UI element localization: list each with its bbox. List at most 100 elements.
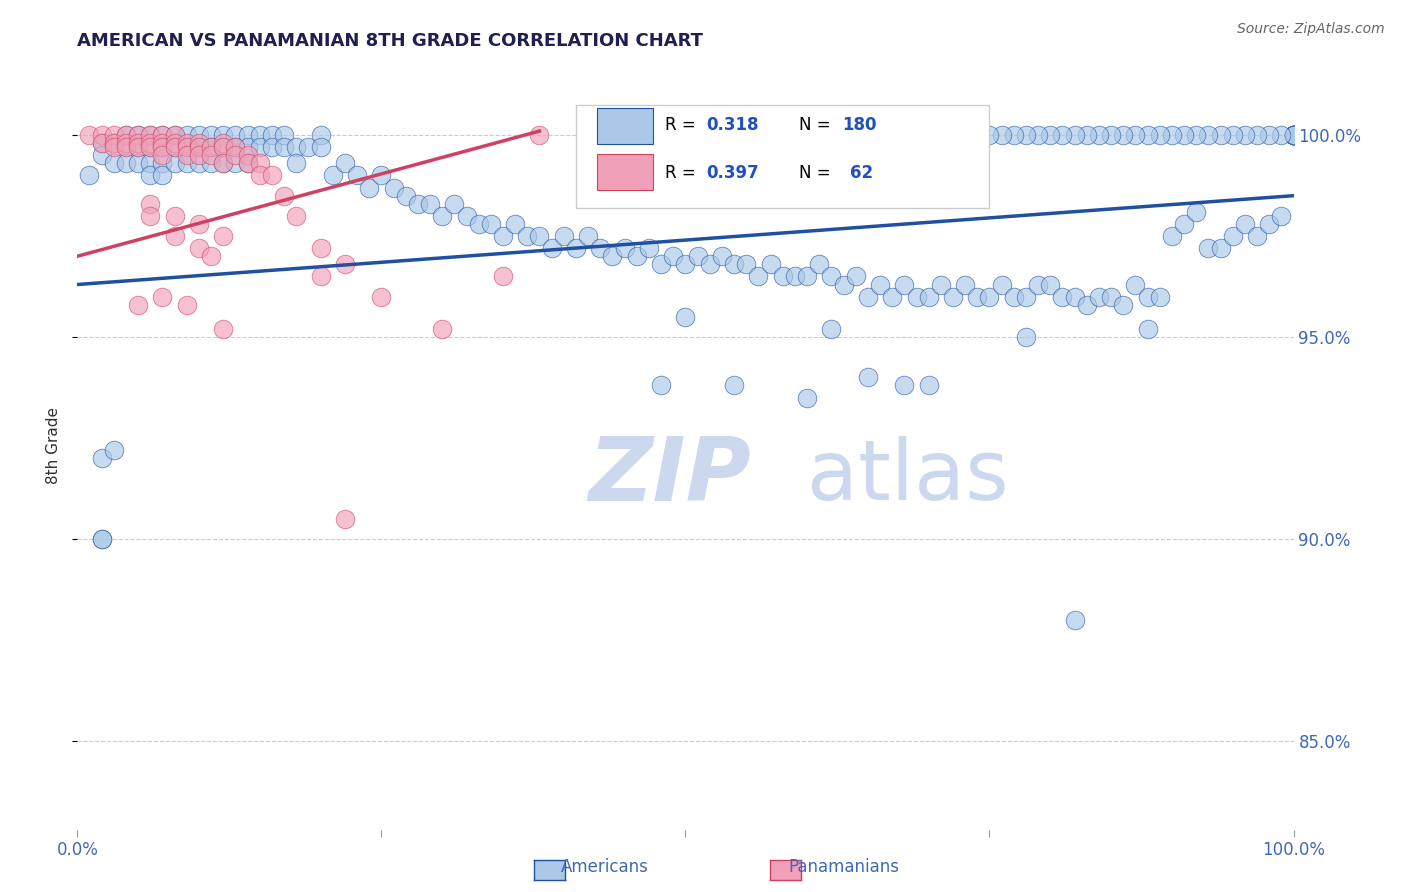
Point [249, 140, 271, 154]
Point [236, 156, 259, 170]
Point [735, 257, 758, 271]
Point [1015, 128, 1038, 142]
Text: 0.397: 0.397 [706, 164, 759, 183]
Text: ZIP: ZIP [588, 434, 751, 520]
Point [638, 241, 661, 255]
Point [1222, 229, 1244, 244]
Point [990, 277, 1012, 292]
Point [893, 128, 915, 142]
Point [808, 128, 831, 142]
Point [905, 290, 928, 304]
Point [1039, 277, 1062, 292]
Text: R =: R = [665, 164, 700, 183]
Point [1209, 241, 1232, 255]
Point [1209, 128, 1232, 142]
Point [224, 140, 246, 154]
Point [152, 156, 174, 170]
Point [224, 128, 246, 142]
Point [1282, 128, 1305, 142]
Point [1233, 128, 1256, 142]
Text: 62: 62 [849, 164, 873, 183]
Point [918, 128, 941, 142]
Text: Panamanians: Panamanians [789, 858, 898, 876]
Point [260, 140, 283, 154]
Point [893, 378, 915, 392]
Text: 180: 180 [842, 116, 877, 134]
Point [966, 290, 988, 304]
Point [1270, 128, 1292, 142]
Point [103, 136, 125, 151]
Text: Americans: Americans [561, 858, 648, 876]
Point [820, 269, 842, 284]
Text: atlas: atlas [807, 436, 1008, 517]
Point [942, 128, 965, 142]
Point [249, 169, 271, 183]
Point [430, 322, 453, 336]
Point [1282, 128, 1305, 142]
Point [188, 241, 211, 255]
Point [1258, 128, 1281, 142]
Point [845, 269, 868, 284]
Point [686, 249, 709, 263]
Point [115, 140, 138, 154]
Point [200, 249, 222, 263]
Point [285, 209, 308, 223]
Point [1282, 128, 1305, 142]
Point [735, 128, 758, 142]
Point [467, 217, 489, 231]
Point [443, 196, 465, 211]
Point [1282, 128, 1305, 142]
Point [79, 128, 101, 142]
Point [200, 140, 222, 154]
Point [1282, 128, 1305, 142]
Point [953, 277, 976, 292]
Point [662, 249, 685, 263]
Point [1039, 128, 1062, 142]
Point [236, 128, 259, 142]
Point [1197, 241, 1219, 255]
Point [1173, 217, 1195, 231]
Point [565, 241, 588, 255]
Point [772, 269, 794, 284]
Point [103, 140, 125, 154]
Point [236, 148, 259, 162]
Point [808, 257, 831, 271]
Point [893, 277, 915, 292]
Point [929, 128, 952, 142]
Point [905, 128, 928, 142]
Point [309, 269, 332, 284]
FancyBboxPatch shape [576, 104, 990, 208]
Point [1112, 128, 1135, 142]
Point [723, 378, 745, 392]
Point [188, 140, 211, 154]
Point [966, 128, 988, 142]
Point [176, 128, 198, 142]
Point [322, 169, 344, 183]
Point [163, 156, 186, 170]
Point [236, 140, 259, 154]
Point [188, 217, 211, 231]
Point [212, 322, 235, 336]
Point [1282, 128, 1305, 142]
Point [406, 196, 429, 211]
Point [1246, 128, 1268, 142]
Point [1136, 290, 1159, 304]
Point [152, 140, 174, 154]
Point [479, 217, 502, 231]
Point [918, 290, 941, 304]
Point [139, 128, 162, 142]
Point [1282, 128, 1305, 142]
Point [1015, 330, 1038, 344]
Point [699, 257, 721, 271]
Point [1026, 128, 1049, 142]
Point [90, 532, 112, 546]
Point [370, 169, 392, 183]
Point [90, 128, 112, 142]
Point [152, 169, 174, 183]
Point [856, 128, 879, 142]
Point [650, 378, 672, 392]
Point [675, 257, 697, 271]
Text: Source: ZipAtlas.com: Source: ZipAtlas.com [1237, 22, 1385, 37]
Point [869, 277, 891, 292]
Point [1149, 128, 1171, 142]
